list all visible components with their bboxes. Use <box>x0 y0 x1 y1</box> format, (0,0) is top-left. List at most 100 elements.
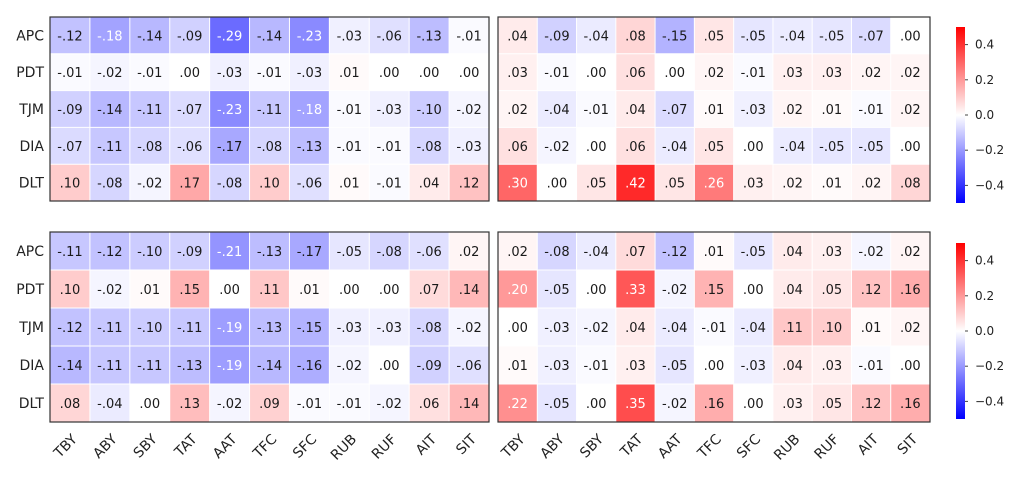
row-label: DIA <box>20 358 45 374</box>
heatmap-cell <box>537 308 577 347</box>
heatmap-cell <box>169 308 211 347</box>
heatmap-cell <box>249 270 290 309</box>
cell-value-label: -.03 <box>377 321 402 336</box>
cell-value-label: -.08 <box>97 177 122 192</box>
cell-value-label: -.02 <box>544 140 569 155</box>
heatmap-cell <box>576 346 617 385</box>
heatmap-cell <box>537 90 577 128</box>
cell-value-label: .05 <box>586 177 607 192</box>
heatmap-panel-bottom-left: -.11 -.12 -.10 -.09 -.21 -.13 -.17 -.05 -.08 -.06… <box>16 231 490 464</box>
cell-value-label: -.02 <box>456 321 481 336</box>
cell-value-label: -.08 <box>217 177 242 192</box>
heatmap-cell <box>772 127 813 165</box>
heatmap-cell <box>169 127 211 165</box>
heatmap-cell <box>329 90 370 128</box>
cell-value-label: .03 <box>821 359 842 374</box>
cell-value-label: .02 <box>900 103 921 118</box>
heatmap-cell <box>655 232 695 271</box>
heatmap-cell <box>50 90 91 128</box>
heatmap-cell <box>369 53 410 91</box>
heatmap-cell <box>449 346 490 385</box>
heatmap-cell <box>615 308 656 347</box>
heatmap-cell <box>369 308 410 347</box>
heatmap-panel-top-right: .04 -.09 -.04 .08 -.15 .05 -.05 -.04 -.05 -.07 .00… <box>497 16 931 202</box>
cell-value-label: .35 <box>625 397 646 412</box>
cell-value-label: -.05 <box>858 140 883 155</box>
column-label: RUB <box>328 432 360 464</box>
heatmap-cell <box>576 90 617 128</box>
heatmap-cell <box>537 53 577 91</box>
cell-value-label: .30 <box>507 177 528 192</box>
heatmap-cell <box>409 53 450 91</box>
cell-value-label: -.02 <box>137 177 162 192</box>
cell-value-label: -.05 <box>337 245 362 260</box>
cell-value-label: .00 <box>419 66 440 81</box>
cell-value-label: -.01 <box>337 397 362 412</box>
cell-value-label: .26 <box>704 177 725 192</box>
cell-value-label: -.13 <box>177 359 202 374</box>
column-label: TBY <box>498 431 529 462</box>
cell-value-label: .00 <box>459 66 480 81</box>
cell-value-label: -.11 <box>57 245 82 260</box>
heatmap-cell <box>772 90 813 128</box>
heatmap-cell <box>655 346 695 385</box>
heatmap-cell <box>369 127 410 165</box>
heatmap-cell <box>329 346 370 385</box>
cell-value-label: .01 <box>507 359 528 374</box>
cell-value-label: .13 <box>179 397 200 412</box>
cell-value-label: -.15 <box>662 29 687 44</box>
cell-value-label: .12 <box>861 397 882 412</box>
heatmap-cell <box>409 127 450 165</box>
heatmap-cell <box>733 53 774 91</box>
heatmap-cell <box>890 164 931 202</box>
heatmap-cell <box>498 346 538 385</box>
heatmap-cell <box>655 308 695 347</box>
heatmap-cell <box>812 270 852 309</box>
heatmap-panel-bottom-right: .02 -.08 -.04 .07 -.12 .01 -.05 .04 .03 -.02 .02 .2… <box>497 231 931 464</box>
cell-value-label: -.05 <box>662 359 687 374</box>
cell-value-label: -.02 <box>217 397 242 412</box>
heatmap-cell <box>498 90 538 128</box>
cell-value-label: -.02 <box>858 245 883 260</box>
cell-value-label: .04 <box>782 359 803 374</box>
cell-value-label: .02 <box>459 245 480 260</box>
heatmap-cell <box>409 17 450 55</box>
cell-value-label: .01 <box>821 177 842 192</box>
heatmap-cell <box>694 17 735 55</box>
heatmap-cell <box>851 384 892 423</box>
heatmap-cell <box>249 308 290 347</box>
heatmap-cell <box>129 270 171 309</box>
colorbar-bottom: 0.4 0.2 0.0 −0.2 −0.4 <box>956 243 1004 419</box>
heatmap-cell <box>772 17 813 55</box>
cell-value-label: -.11 <box>257 103 282 118</box>
column-label: TBY <box>50 431 81 462</box>
heatmap-cell <box>655 53 695 91</box>
cell-value-label: -.16 <box>297 359 322 374</box>
column-label: SIT <box>895 431 922 458</box>
heatmap-cell <box>733 346 774 385</box>
cell-value-label: -.12 <box>662 245 687 260</box>
heatmap-cell <box>50 308 91 347</box>
cell-value-label: -.04 <box>544 103 569 118</box>
cell-value-label: -.15 <box>297 321 322 336</box>
heatmap-cell <box>537 127 577 165</box>
heatmap-cell <box>812 53 852 91</box>
cell-value-label: .03 <box>782 66 803 81</box>
column-label: TAT <box>617 431 647 461</box>
cell-value-label: .16 <box>900 397 921 412</box>
cell-value-label: .05 <box>704 140 725 155</box>
row-label: DLT <box>19 396 45 412</box>
cell-value-label: -.13 <box>257 245 282 260</box>
heatmap-cell <box>209 164 250 202</box>
cell-value-label: -.05 <box>741 245 766 260</box>
cell-value-label: .10 <box>821 321 842 336</box>
heatmap-cell <box>615 17 656 55</box>
cell-value-label: -.08 <box>416 321 441 336</box>
heatmap-cell <box>169 53 211 91</box>
cell-value-label: .06 <box>625 140 646 155</box>
cell-value-label: -.01 <box>741 66 766 81</box>
heatmap-cell <box>498 17 538 55</box>
heatmap-cell <box>615 164 656 202</box>
heatmap-cell <box>329 232 370 271</box>
cell-value-label: -.08 <box>377 245 402 260</box>
